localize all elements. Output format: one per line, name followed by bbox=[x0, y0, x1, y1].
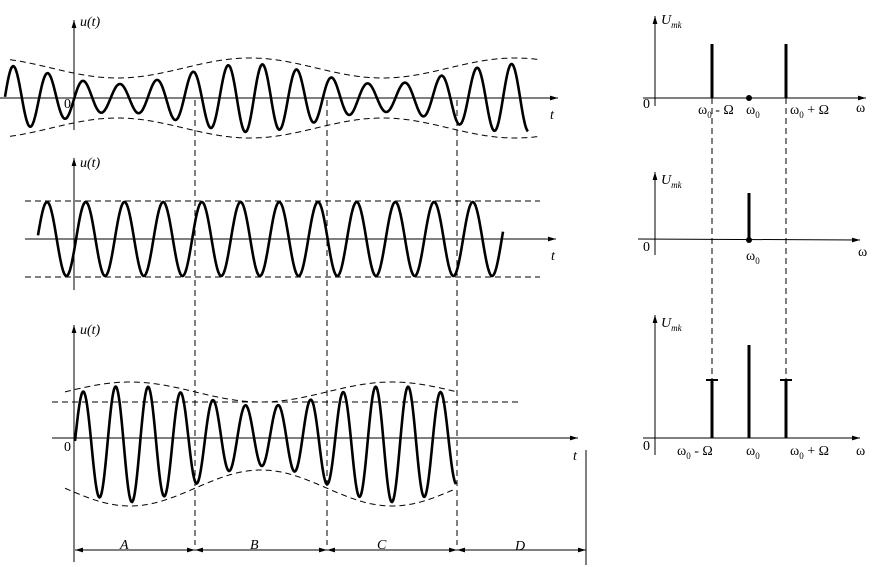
y-label-main: U bbox=[661, 13, 672, 28]
freq-rest: - Ω bbox=[712, 103, 734, 118]
x-label: t bbox=[551, 249, 556, 264]
waveform bbox=[36, 200, 505, 278]
waveform bbox=[73, 385, 458, 504]
frequency-label: ω0 + Ω bbox=[790, 444, 829, 461]
x-label: ω bbox=[858, 245, 867, 260]
freq-sub: 0 bbox=[755, 451, 760, 461]
waveform bbox=[64, 381, 457, 403]
freq-base: ω bbox=[790, 444, 799, 459]
freq-sub: 0 bbox=[799, 451, 804, 461]
frequency-label: ω0 bbox=[746, 444, 760, 461]
freq-base: ω bbox=[698, 103, 707, 118]
frequency-label: ω0 - Ω bbox=[698, 103, 734, 120]
freq-sub: 0 bbox=[707, 110, 712, 120]
y-label: u(t) bbox=[80, 156, 101, 171]
y-label: u(t) bbox=[80, 323, 101, 338]
freq-base: ω bbox=[746, 249, 755, 264]
frequency-label: ω0 bbox=[746, 249, 760, 266]
y-label: Umk bbox=[661, 13, 683, 30]
y-label-sub: mk bbox=[671, 20, 682, 30]
frequency-label: ω0 bbox=[746, 103, 760, 120]
interval-label: C bbox=[377, 538, 387, 553]
waveform bbox=[64, 469, 457, 507]
y-label-main: U bbox=[661, 173, 672, 188]
guides bbox=[25, 98, 787, 545]
waveforms bbox=[3, 57, 541, 507]
origin: 0 bbox=[643, 97, 650, 112]
interval-label: D bbox=[514, 539, 525, 554]
origin: 0 bbox=[64, 440, 71, 455]
waveform bbox=[9, 57, 541, 79]
waveform bbox=[3, 62, 529, 134]
freq-base: ω bbox=[746, 103, 755, 118]
waveform bbox=[9, 117, 541, 139]
y-label: Umk bbox=[661, 316, 683, 333]
freq-base: ω bbox=[677, 444, 686, 459]
x-label: t bbox=[550, 108, 555, 123]
y-label: Umk bbox=[661, 173, 683, 190]
origin: 0 bbox=[643, 240, 650, 255]
freq-rest: + Ω bbox=[804, 103, 829, 118]
freq-sub: 0 bbox=[755, 110, 760, 120]
carrier-dot bbox=[746, 95, 752, 101]
x-label: t bbox=[573, 449, 578, 464]
interval-label: A bbox=[119, 538, 129, 553]
frequency-label: ω0 + Ω bbox=[790, 103, 829, 120]
carrier-dot bbox=[746, 237, 752, 243]
y-label: u(t) bbox=[80, 15, 101, 30]
y-label-sub: mk bbox=[671, 323, 682, 333]
spectral-lines bbox=[706, 44, 792, 438]
freq-base: ω bbox=[746, 444, 755, 459]
y-label-sub: mk bbox=[671, 180, 682, 190]
x-label: ω bbox=[856, 101, 865, 116]
freq-sub: 0 bbox=[686, 451, 691, 461]
freq-base: ω bbox=[790, 103, 799, 118]
freq-rest: - Ω bbox=[691, 444, 713, 459]
origin: 0 bbox=[64, 97, 71, 112]
interval-label: B bbox=[250, 538, 259, 553]
freq-rest: + Ω bbox=[804, 444, 829, 459]
freq-sub: 0 bbox=[799, 110, 804, 120]
x-label: ω bbox=[856, 444, 865, 459]
y-label-main: U bbox=[661, 316, 672, 331]
freq-sub: 0 bbox=[755, 256, 760, 266]
origin: 0 bbox=[643, 439, 650, 454]
frequency-label: ω0 - Ω bbox=[677, 444, 713, 461]
